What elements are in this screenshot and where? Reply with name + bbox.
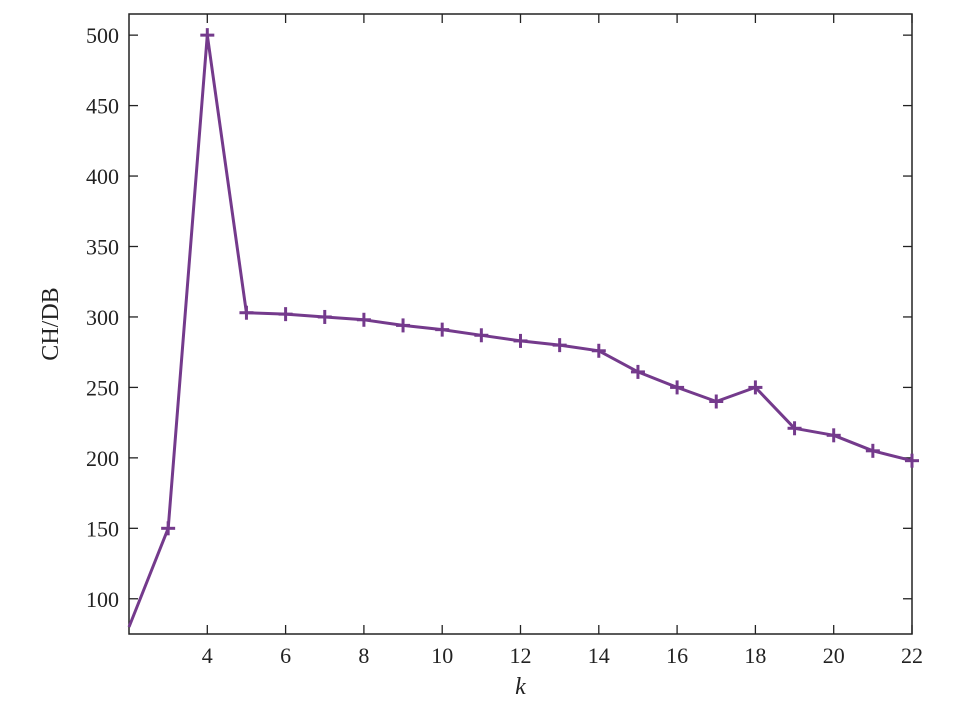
x-tick-label: 10: [431, 643, 453, 668]
data-point: [552, 338, 567, 353]
data-point: [513, 333, 528, 348]
x-tick-label: 12: [510, 643, 532, 668]
data-point: [239, 305, 254, 320]
data-point: [435, 322, 450, 337]
data-point: [630, 364, 645, 379]
data-point: [591, 343, 606, 358]
x-tick-label: 4: [202, 643, 213, 668]
y-axis: 100 150 200 250 300 350 400 450 500: [86, 23, 912, 612]
y-tick-label: 300: [86, 305, 119, 330]
data-point: [748, 380, 763, 395]
y-tick-label: 500: [86, 23, 119, 48]
data-point: [317, 309, 332, 324]
y-tick-label: 200: [86, 446, 119, 471]
data-point: [787, 421, 802, 436]
y-tick-label: 150: [86, 516, 119, 541]
x-tick-label: 6: [280, 643, 291, 668]
y-tick-label: 350: [86, 235, 119, 260]
data-point: [200, 28, 215, 43]
data-point: [905, 453, 919, 468]
series-layer: [127, 28, 919, 628]
y-tick-label: 100: [86, 587, 119, 612]
data-point: [356, 312, 371, 327]
x-tick-label: 8: [358, 643, 369, 668]
series-line: [127, 33, 913, 628]
data-point: [396, 318, 411, 333]
y-axis-title: CH/DB: [38, 287, 64, 360]
y-tick-label: 400: [86, 164, 119, 189]
data-point: [826, 428, 841, 443]
x-tick-label: 22: [901, 643, 923, 668]
x-tick-label: 20: [823, 643, 845, 668]
y-tick-label: 450: [86, 94, 119, 119]
x-tick-label: 18: [744, 643, 766, 668]
data-point: [278, 307, 293, 322]
x-tick-label: 14: [588, 643, 610, 668]
data-point: [161, 521, 176, 536]
data-point: [709, 394, 724, 409]
y-tick-label: 250: [86, 375, 119, 400]
plot-area: [128, 13, 913, 635]
x-axis: 4 6 8 10 12 14 16 18 20 22: [202, 14, 923, 668]
x-axis-title: k: [515, 674, 526, 700]
x-tick-label: 16: [666, 643, 688, 668]
data-point: [670, 380, 685, 395]
data-point: [474, 328, 489, 343]
data-point: [865, 443, 880, 458]
